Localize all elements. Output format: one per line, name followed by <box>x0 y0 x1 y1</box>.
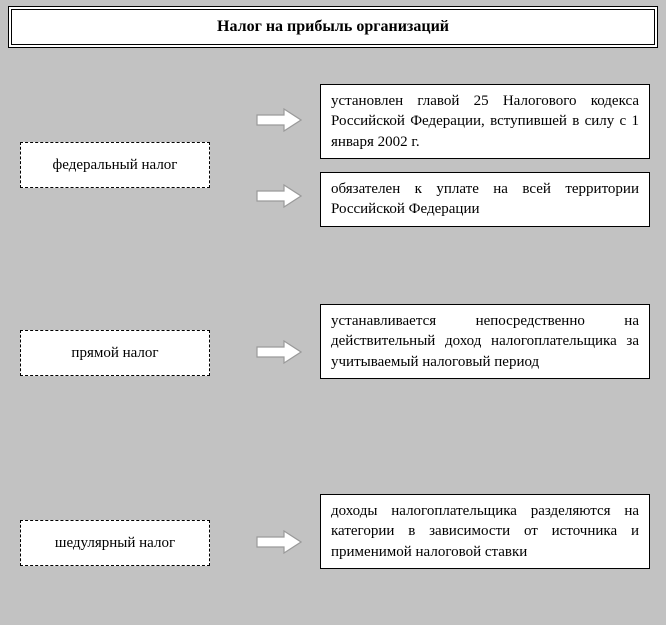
arrow-federal-2 <box>256 184 302 208</box>
left-box-direct: прямой налог <box>20 330 210 376</box>
right-box-federal-desc-2: обязателен к уплате на всей территории Р… <box>320 172 650 227</box>
left-box-federal: федеральный налог <box>20 142 210 188</box>
right-box-federal-desc-1-text: установлен главой 25 Налогового кодекса … <box>331 93 639 150</box>
right-box-schedular-desc-text: доходы налогоплательщика разделяются на … <box>331 503 639 560</box>
diagram-canvas: Налог на прибыль организаций федеральный… <box>0 0 666 625</box>
left-box-direct-label: прямой налог <box>71 345 158 362</box>
arrow-schedular <box>256 530 302 554</box>
right-box-direct-desc-text: устанавливается непосредственно на дейст… <box>331 313 639 370</box>
title-box: Налог на прибыль организаций <box>8 6 658 48</box>
left-box-federal-label: федеральный налог <box>53 157 178 174</box>
right-box-schedular-desc: доходы налогоплательщика разделяются на … <box>320 494 650 569</box>
arrow-right-icon <box>256 340 302 364</box>
right-box-federal-desc-1: установлен главой 25 Налогового кодекса … <box>320 84 650 159</box>
arrow-right-icon <box>256 530 302 554</box>
arrow-direct <box>256 340 302 364</box>
left-box-schedular-label: шедулярный налог <box>55 535 175 552</box>
arrow-right-icon <box>256 184 302 208</box>
arrow-federal-1 <box>256 108 302 132</box>
title-text: Налог на прибыль организаций <box>217 18 449 35</box>
left-box-schedular: шедулярный налог <box>20 520 210 566</box>
arrow-right-icon <box>256 108 302 132</box>
right-box-federal-desc-2-text: обязателен к уплате на всей территории Р… <box>331 181 639 217</box>
right-box-direct-desc: устанавливается непосредственно на дейст… <box>320 304 650 379</box>
